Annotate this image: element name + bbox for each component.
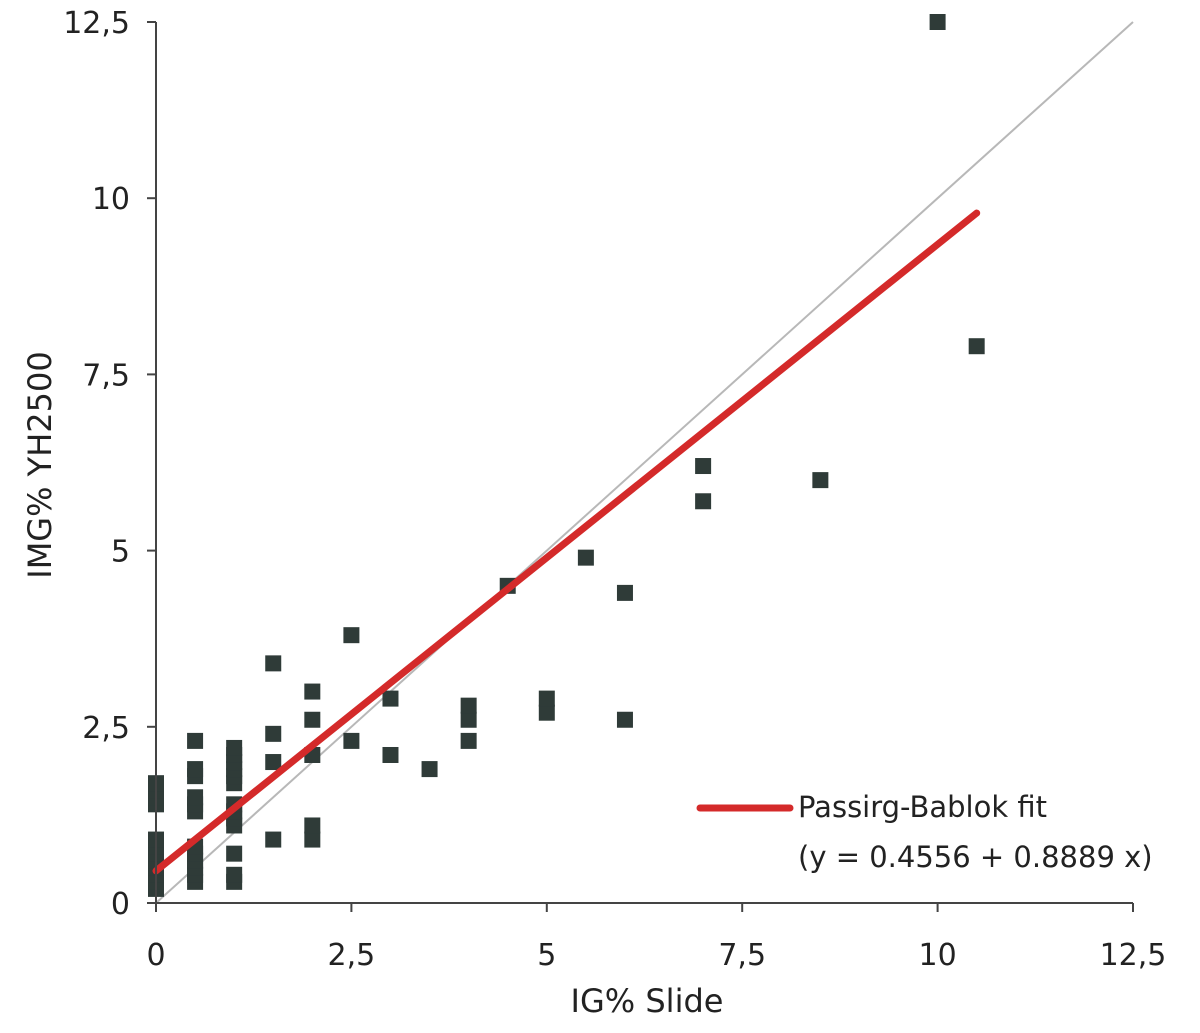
- data-point: [265, 754, 282, 771]
- y-tick-label: 12,5: [63, 6, 130, 41]
- data-points: [148, 14, 985, 897]
- data-point: [304, 711, 321, 728]
- data-point: [929, 14, 946, 30]
- data-point: [382, 746, 399, 763]
- x-tick-label: 10: [919, 938, 957, 973]
- legend-fit-label: Passirg-Bablok fit: [798, 790, 1047, 824]
- x-tick-label: 2,5: [328, 938, 376, 973]
- y-tick-label: 2,5: [82, 711, 130, 746]
- data-point: [187, 789, 204, 806]
- data-point: [695, 458, 712, 475]
- y-axis-title: IMG% YH2500: [21, 351, 59, 578]
- axes: [147, 21, 1134, 912]
- tick-labels: 0 2,5 5 7,5 10 12,5 0 2,5 5 7,5 10 12,5: [63, 6, 1166, 973]
- data-point: [304, 683, 321, 700]
- data-point: [460, 711, 477, 728]
- data-point: [304, 817, 321, 834]
- data-point: [187, 761, 204, 778]
- data-point: [616, 584, 633, 601]
- data-point: [538, 704, 555, 721]
- data-point: [265, 655, 282, 672]
- data-point: [226, 866, 243, 883]
- data-point: [812, 472, 829, 489]
- y-tick-label: 7,5: [82, 358, 130, 393]
- x-tick-label: 7,5: [718, 938, 766, 973]
- data-point: [226, 845, 243, 862]
- data-point: [265, 725, 282, 742]
- identity-line-layer: [155, 21, 1134, 904]
- data-point: [304, 831, 321, 848]
- data-point: [460, 732, 477, 749]
- y-tick-label: 0: [111, 887, 130, 922]
- data-point: [616, 711, 633, 728]
- data-point: [421, 761, 438, 778]
- passing-bablok-fit-line: [152, 209, 981, 875]
- data-point: [343, 627, 360, 644]
- x-tick-label: 5: [537, 938, 556, 973]
- x-tick-label: 12,5: [1100, 938, 1167, 973]
- data-point: [265, 831, 282, 848]
- y-tick-label: 5: [111, 535, 130, 570]
- data-point: [226, 739, 243, 756]
- data-point: [577, 549, 594, 566]
- legend-fit-equation: (y = 0.4556 + 0.8889 x): [798, 840, 1153, 874]
- data-point: [343, 732, 360, 749]
- fit-line-layer: [152, 209, 981, 875]
- identity-line: [155, 21, 1134, 904]
- data-point: [460, 697, 477, 714]
- x-axis-title: IG% Slide: [571, 982, 724, 1020]
- data-point: [968, 338, 985, 355]
- data-point: [187, 732, 204, 749]
- x-tick-label: 0: [146, 938, 165, 973]
- data-point: [695, 493, 712, 510]
- data-point: [382, 690, 399, 707]
- legend: Passirg-Bablok fit (y = 0.4556 + 0.8889 …: [696, 790, 1153, 874]
- y-tick-label: 10: [92, 182, 130, 217]
- data-point: [538, 690, 555, 707]
